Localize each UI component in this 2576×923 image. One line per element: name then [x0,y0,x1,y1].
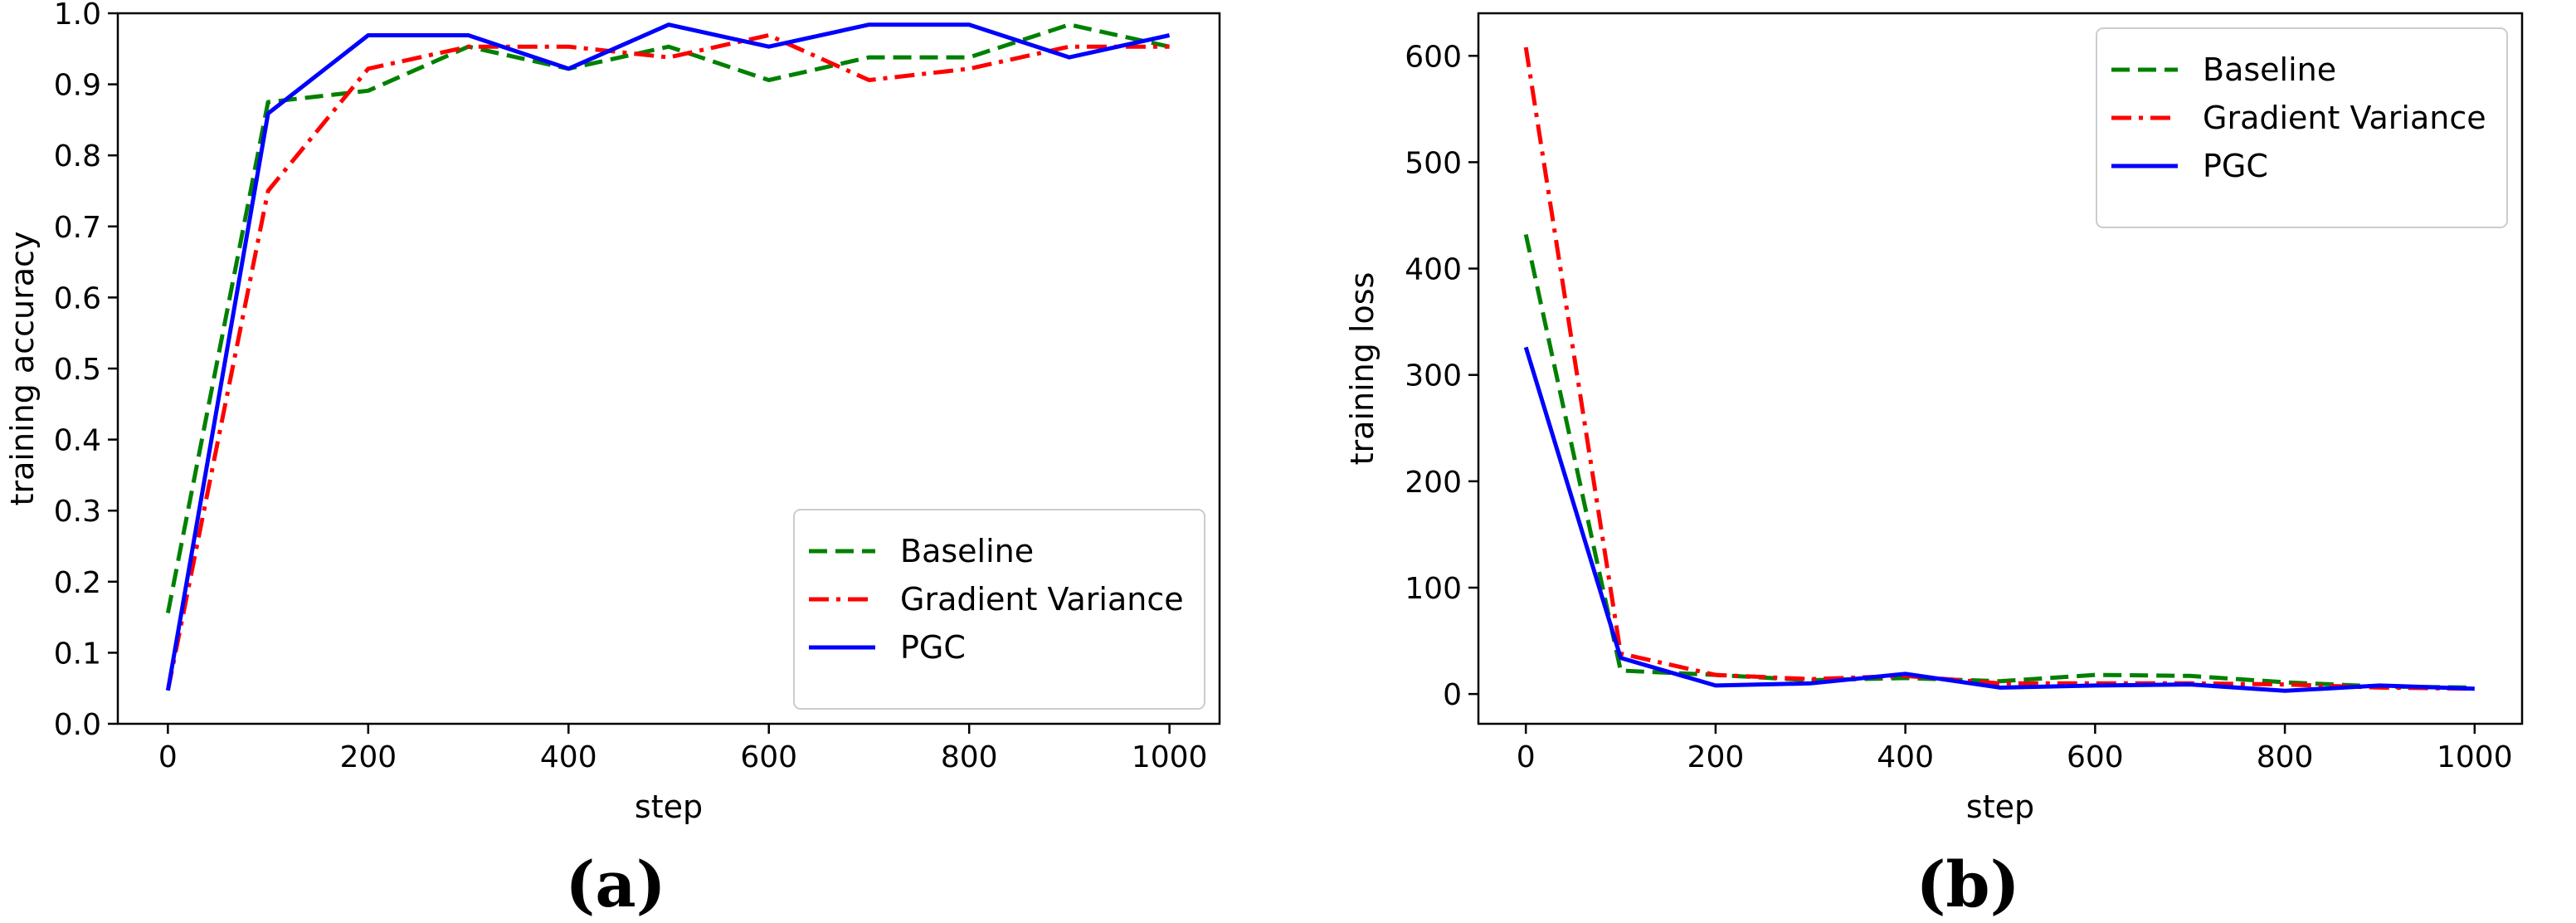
y-axis-label: training accuracy [4,232,41,506]
x-tick-label: 0 [1517,740,1536,774]
x-tick-label: 800 [941,740,998,774]
y-tick-label: 0.2 [54,566,101,600]
accuracy-chart: 0 200 400 600 800 1000 0.0 0.1 0.2 0.3 0.4 0.5 0.6 0.… [4,0,1221,825]
y-tick-label: 400 [1405,253,1462,287]
x-tick-label: 800 [2257,740,2314,774]
x-tick-label: 200 [339,740,397,774]
y-tick-label: 1.0 [54,0,101,32]
legend-label: PGC [900,629,966,666]
legend-label: PGC [2203,148,2268,184]
x-tick-label: 1000 [2437,740,2513,774]
y-tick-label: 0.5 [54,353,101,387]
x-tick-label: 400 [1877,740,1934,774]
x-tick-label: 600 [740,740,797,774]
series-group [1523,46,2475,693]
y-tick-label: 0 [1443,678,1462,712]
legend-label: Gradient Variance [900,581,1184,618]
series-line-gradient-variance [165,33,1170,691]
y-tick-label: 0.9 [54,69,101,103]
y-tick-label: 0.6 [54,281,101,315]
y-tick-label: 300 [1405,359,1462,393]
y-tick-label: 0.7 [54,211,101,245]
y-tick-label: 600 [1405,40,1462,74]
legend-label: Baseline [2203,51,2336,88]
legend-label: Gradient Variance [2203,100,2486,136]
series-line-gradient-variance [1523,46,2475,691]
axes-frame [1477,12,2524,725]
y-axis-label: training loss [1344,272,1381,466]
y-tick-label: 0.3 [54,495,101,529]
series-line-baseline [165,22,1171,613]
series-line-pgc [1523,346,2475,693]
x-tick-label: 600 [2067,740,2124,774]
legend: Baseline Gradient Variance PGC [793,509,1205,710]
legend-box [2096,27,2508,228]
x-tick-label: 1000 [1132,740,1208,774]
y-tick-label: 0.1 [54,637,101,671]
x-tick-label: 400 [540,740,597,774]
y-tick-label: 0.4 [54,424,101,458]
panel-label-a: (a) [565,847,665,921]
y-tick-label: 200 [1405,466,1462,500]
y-tick-label: 100 [1405,572,1462,606]
y-tick-label: 500 [1405,146,1462,180]
series-line-pgc [165,22,1171,691]
panel-label-b: (b) [1916,847,2019,921]
y-tick-label: 0.0 [54,708,101,742]
loss-chart: 0 200 400 600 800 1000 0 100 200 300 400 500 600 step… [1344,12,2524,825]
x-axis-label: step [635,789,703,825]
x-tick-label: 0 [158,740,178,774]
series-line-baseline [1523,233,2475,690]
legend: Baseline Gradient Variance PGC [2096,27,2508,228]
legend-label: Baseline [900,533,1034,569]
series-group [165,22,1171,691]
x-tick-label: 200 [1687,740,1745,774]
y-tick-label: 0.8 [54,139,101,173]
legend-box [793,509,1205,710]
x-axis-label: step [1966,789,2034,825]
